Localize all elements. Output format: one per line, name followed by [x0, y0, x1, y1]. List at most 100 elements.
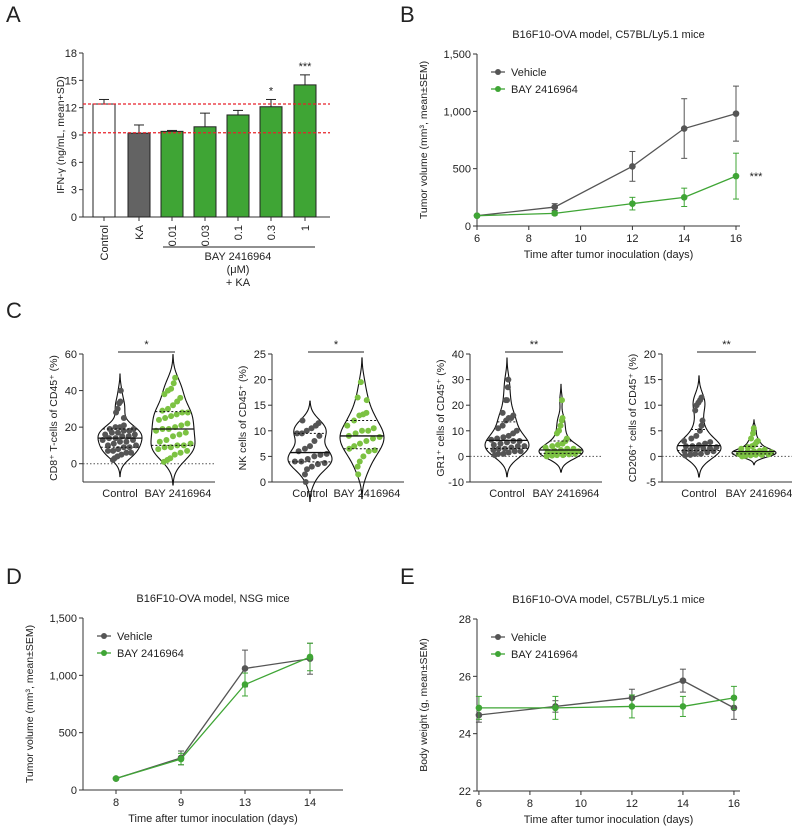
data-point: [551, 203, 558, 211]
y-tick-label: 15: [65, 75, 77, 87]
data-dot: [117, 398, 124, 405]
y-tick-label: 1,500: [49, 613, 77, 625]
data-dot: [182, 429, 189, 436]
data-dot: [756, 447, 763, 454]
data-dot: [707, 445, 713, 452]
data-dot: [344, 422, 351, 429]
bar-0.3: [259, 106, 283, 218]
group-label: + KA: [226, 277, 251, 289]
data-point: [730, 694, 738, 702]
y-tick-label: 10: [452, 426, 464, 438]
y-tick-label: 1,000: [443, 106, 471, 118]
series-line-0: [478, 679, 735, 716]
data-dot: [316, 432, 323, 439]
violin-0: [287, 400, 333, 502]
y-tick-label: 15: [254, 400, 266, 412]
x-axis-label: Time after tumor inoculation (days): [524, 814, 694, 826]
bar-Control: [92, 103, 116, 218]
data-dot: [499, 409, 506, 416]
y-tick-label: 15: [644, 375, 656, 387]
y-tick-label: 0: [260, 477, 266, 489]
x-tick-label: 8: [527, 798, 533, 810]
y-tick-label: 5: [650, 426, 656, 438]
data-dot: [155, 446, 162, 453]
data-dot: [698, 394, 705, 401]
significance-mark: *: [269, 85, 274, 97]
data-dot: [549, 443, 556, 450]
x-tick-label: 14: [677, 798, 689, 810]
y-tick-label: 10: [254, 426, 266, 438]
data-dot: [355, 471, 362, 478]
data-dot: [104, 447, 111, 454]
y-axis-label: IFN-γ (ng/mL, mean+SD): [55, 76, 67, 194]
x-tick-label: Control: [99, 225, 111, 260]
data-dot: [168, 413, 175, 420]
x-category-label: Control: [292, 488, 327, 500]
bar-0.01: [160, 130, 184, 218]
significance-mark: **: [530, 339, 539, 351]
y-tick-label: 30: [452, 375, 464, 387]
x-tick-label: KA: [134, 224, 146, 239]
y-tick-label: 3: [71, 185, 77, 197]
panel-label-C: C: [6, 298, 22, 323]
data-dot: [315, 420, 322, 427]
x-tick-label: 14: [304, 797, 316, 809]
y-axis-label: Body weight (g, mean±SEM): [418, 638, 430, 772]
x-tick-label: 9: [178, 797, 184, 809]
data-point: [680, 125, 688, 132]
data-dot: [112, 424, 119, 431]
data-dot: [497, 440, 504, 447]
x-tick-label: 0.03: [200, 225, 212, 246]
data-dot: [317, 451, 324, 458]
data-dot: [505, 432, 512, 439]
legend-marker: [495, 634, 501, 640]
data-dot: [748, 435, 755, 442]
y-tick-label: 0: [71, 212, 77, 224]
group-label: (μM): [227, 264, 250, 276]
data-point: [732, 110, 740, 117]
y-axis-label: GR1⁺ cells of CD45⁺ (%): [435, 359, 447, 476]
data-point: [629, 200, 636, 207]
violin-1: [339, 357, 385, 500]
y-tick-label: 0: [71, 459, 77, 471]
x-tick-label: 0.3: [266, 225, 278, 240]
group-label: BAY 2416964: [205, 251, 272, 263]
y-tick-label: 500: [59, 728, 77, 740]
data-dot: [170, 433, 176, 440]
data-dot: [161, 444, 168, 451]
data-dot: [168, 385, 175, 392]
data-dot: [754, 438, 761, 445]
data-dot: [323, 450, 330, 457]
series-line-1: [115, 656, 311, 780]
x-category-label: Control: [681, 488, 716, 500]
data-dot: [698, 422, 705, 429]
data-dot: [750, 430, 757, 437]
x-tick-label: 12: [626, 798, 638, 810]
panel-label-E: E: [400, 564, 415, 589]
x-category-label: BAY 2416964: [334, 488, 401, 500]
data-dot: [120, 427, 127, 434]
y-axis-label: CD8⁺ T-cells of CD45⁺ (%): [48, 355, 60, 481]
y-tick-label: 40: [65, 386, 77, 398]
data-dot: [376, 433, 383, 440]
data-dot: [352, 430, 359, 437]
data-dot: [307, 443, 313, 450]
y-tick-label: 0: [650, 451, 656, 463]
y-tick-label: 5: [260, 451, 266, 463]
significance-mark: ***: [299, 61, 313, 73]
data-dot: [162, 415, 169, 421]
data-dot: [750, 425, 757, 432]
bar-0.03: [193, 126, 217, 218]
y-tick-label: 60: [65, 349, 77, 361]
data-dot: [184, 447, 191, 454]
bar-KA: [127, 132, 151, 218]
panel-label-B: B: [400, 2, 415, 27]
data-dot: [514, 443, 521, 450]
legend-marker: [101, 633, 107, 639]
data-dot: [294, 430, 301, 437]
data-dot: [551, 447, 558, 454]
data-dot: [167, 455, 174, 462]
legend-label: BAY 2416964: [511, 84, 578, 96]
data-dot: [490, 441, 497, 448]
